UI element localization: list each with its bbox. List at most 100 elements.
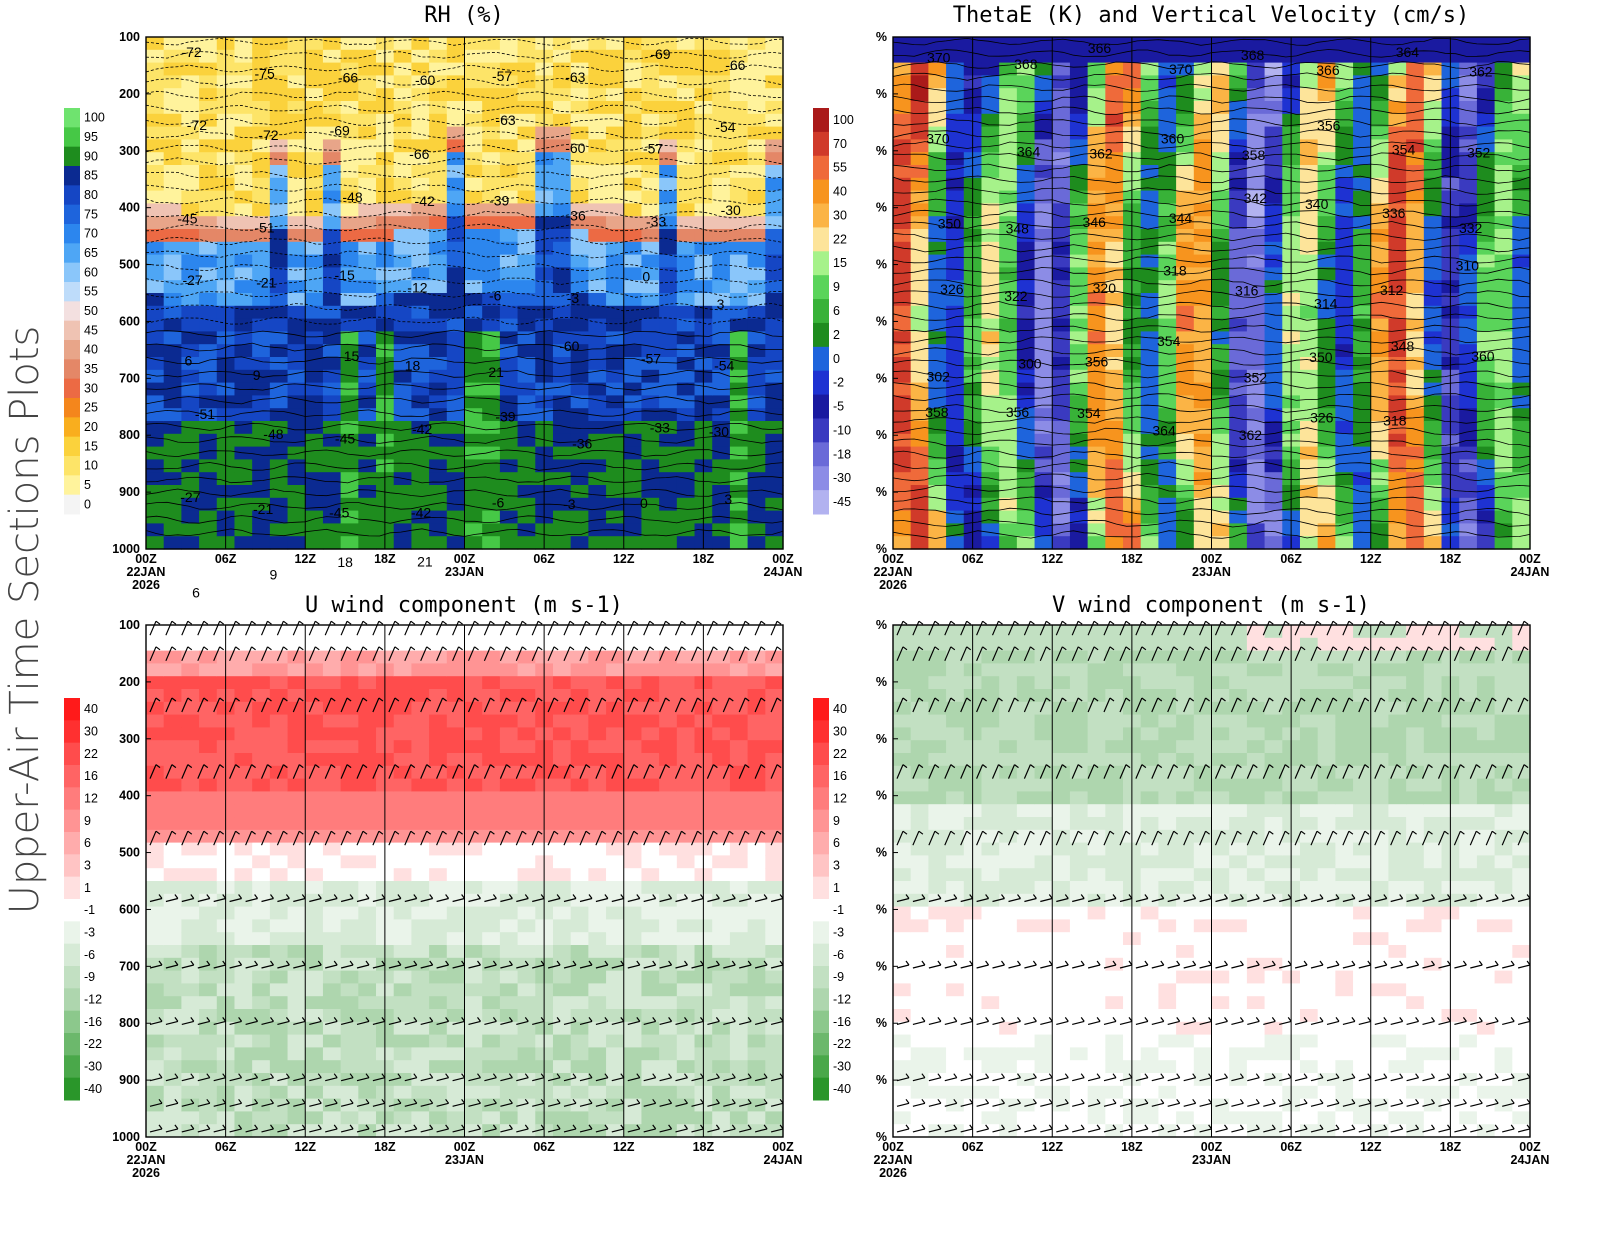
- heatmap-cell: [712, 510, 731, 524]
- heatmap-cell: [464, 126, 483, 140]
- heatmap-cell: [1105, 267, 1124, 281]
- heatmap-cell: [1140, 62, 1160, 76]
- heatmap-cell: [570, 331, 589, 345]
- contour-label: 348: [1391, 338, 1415, 354]
- heatmap-cell: [1052, 472, 1071, 486]
- heatmap-cell: [305, 945, 324, 959]
- heatmap-cell: [570, 778, 589, 792]
- heatmap-cell: [146, 1034, 165, 1048]
- heatmap-cell: [322, 62, 342, 76]
- heatmap-cell: [358, 881, 377, 895]
- heatmap-cell: [499, 536, 519, 550]
- heatmap-cell: [252, 497, 271, 512]
- heatmap-cell: [234, 88, 253, 102]
- heatmap-cell: [606, 842, 625, 856]
- heatmap-cell: [1246, 344, 1266, 358]
- heatmap-cell: [999, 267, 1018, 281]
- heatmap-cell: [393, 113, 413, 128]
- heatmap-cell: [1087, 75, 1106, 89]
- heatmap-cell: [1494, 331, 1513, 345]
- heatmap-cell: [305, 625, 324, 639]
- heatmap-cell: [1016, 331, 1036, 345]
- heatmap-cell: [482, 932, 501, 946]
- heatmap-cell: [1317, 331, 1336, 345]
- heatmap-cell: [606, 446, 625, 460]
- heatmap-cell: [676, 868, 696, 882]
- heatmap-cell: [928, 472, 947, 486]
- heatmap-cell: [1140, 536, 1160, 550]
- heatmap-cell: [1264, 510, 1283, 524]
- contour-label: -36: [572, 436, 592, 452]
- heatmap-cell: [999, 229, 1018, 243]
- panel-rh: RH (%)100200300400500600700800900100000Z…: [64, 3, 802, 600]
- heatmap-cell: [1105, 62, 1124, 76]
- heatmap-cell: [305, 152, 324, 166]
- colorbar-label: 95: [84, 130, 98, 144]
- heatmap-cell: [358, 1060, 377, 1074]
- heatmap-cell: [269, 101, 289, 115]
- heatmap-cell: [322, 203, 342, 217]
- heatmap-cell: [1335, 459, 1354, 473]
- heatmap-cell: [482, 906, 501, 920]
- time-gridlines-rh: [225, 37, 704, 549]
- heatmap-cell: [269, 1047, 289, 1061]
- heatmap-cell: [358, 740, 377, 754]
- heatmap-cell: [269, 216, 289, 230]
- heatmap-cell: [181, 1047, 200, 1061]
- heatmap-cell: [606, 906, 625, 920]
- heatmap-cell: [517, 203, 536, 217]
- heatmap-cell: [1264, 395, 1283, 409]
- heatmap-cell: [499, 740, 519, 754]
- heatmap-cell: [163, 1124, 182, 1138]
- contour-label: 370: [1169, 61, 1193, 77]
- heatmap-cell: [446, 241, 466, 256]
- heatmap-cell: [712, 37, 731, 51]
- heatmap-cell: [676, 932, 696, 946]
- heatmap-cell: [659, 919, 678, 933]
- heatmap-cell: [659, 650, 678, 664]
- heatmap-cell: [358, 459, 377, 473]
- heatmap-cell: [305, 817, 324, 831]
- heatmap-cell: [570, 293, 589, 307]
- heatmap-cell: [999, 113, 1018, 128]
- heatmap-cell: [1494, 446, 1513, 460]
- heatmap-cell: [1069, 536, 1089, 550]
- heatmap-cell: [1016, 472, 1036, 486]
- heatmap-cell: [252, 472, 271, 486]
- heatmap-cell: [747, 676, 766, 690]
- heatmap-cell: [181, 1009, 200, 1023]
- heatmap-cell: [747, 101, 766, 115]
- heatmap-cell: [1494, 318, 1513, 332]
- heatmap-cell: [517, 408, 536, 422]
- heatmap-cell: [199, 485, 218, 499]
- heatmap-cell: [1512, 254, 1531, 268]
- heatmap-cell: [181, 957, 200, 972]
- heatmap-cell: [393, 714, 413, 728]
- heatmap-cell: [287, 433, 306, 448]
- heatmap-cell: [163, 497, 182, 512]
- heatmap-cell: [340, 177, 359, 192]
- colorbar-swatch: [813, 442, 829, 467]
- heatmap-cell: [641, 203, 660, 217]
- heatmap-cell: [552, 1060, 572, 1074]
- heatmap-cell: [1299, 395, 1319, 409]
- heatmap-cell: [659, 344, 678, 358]
- heatmap-cell: [1476, 203, 1496, 217]
- contour-label: -63: [565, 69, 585, 85]
- heatmap-cell: [1459, 318, 1478, 332]
- contour-label: 354: [1392, 141, 1416, 157]
- heatmap-cell: [676, 740, 696, 754]
- heatmap-cell: [464, 241, 483, 256]
- heatmap-cell: [499, 1111, 519, 1125]
- heatmap-cell: [606, 241, 625, 256]
- heatmap-cell: [588, 459, 607, 473]
- heatmap-cell: [429, 1111, 448, 1125]
- heatmap-cell: [659, 1111, 678, 1125]
- heatmap-cell: [340, 919, 359, 933]
- heatmap-cell: [234, 1047, 253, 1061]
- heatmap-cell: [999, 485, 1018, 499]
- heatmap-cell: [181, 510, 200, 524]
- heatmap-cell: [765, 1060, 784, 1074]
- heatmap-cell: [482, 152, 501, 166]
- heatmap-cell: [146, 203, 165, 217]
